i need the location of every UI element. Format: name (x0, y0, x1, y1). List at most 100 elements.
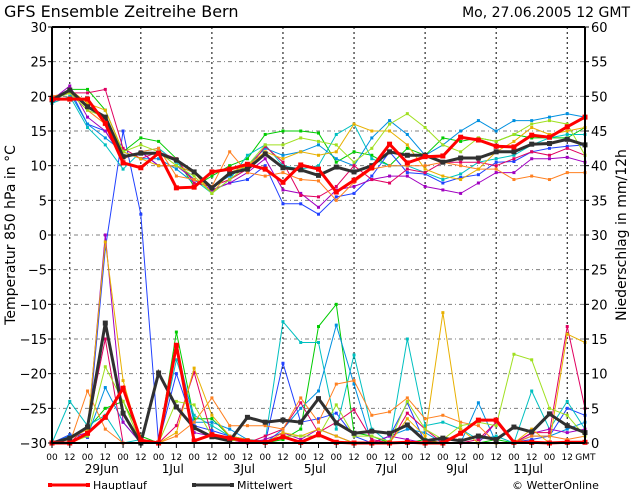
temperature-point (227, 166, 233, 172)
run-date: Mo, 27.06.2005 12 GMT (462, 5, 630, 21)
precipitation-point (334, 323, 338, 327)
temperature-point (157, 139, 161, 143)
day-label: 7Jul (375, 462, 397, 476)
precipitation-point (281, 431, 285, 435)
precipitation-point (86, 434, 90, 438)
left-tick-label: −15 (20, 333, 47, 348)
x-tick-label: 00 (153, 453, 165, 463)
temperature-point (299, 136, 303, 140)
precipitation-point (333, 420, 339, 426)
temperature-point (299, 193, 303, 197)
precipitation-point (423, 427, 427, 431)
x-tick-label: 00 (544, 453, 556, 463)
temperature-point (334, 157, 338, 161)
temperature-point (441, 143, 445, 147)
temperature-point (280, 179, 286, 185)
x-tick-label: 00 (473, 453, 485, 463)
temperature-point (494, 171, 498, 175)
temperature-point (86, 91, 90, 95)
precipitation-point (121, 379, 125, 383)
precipitation-point (298, 419, 304, 425)
x-tick-label: 00 (437, 453, 449, 463)
temperature-point (529, 141, 535, 147)
temperature-point (157, 146, 161, 150)
precipitation-point (103, 406, 107, 410)
day-label: 11Jul (513, 462, 543, 476)
temperature-point (405, 164, 409, 168)
temperature-point (494, 129, 498, 133)
right-tick-label: 30 (591, 229, 608, 244)
temperature-point (174, 164, 178, 168)
temperature-point (476, 173, 480, 177)
temperature-point (547, 157, 551, 161)
temperature-point (191, 169, 197, 175)
precipitation-point (370, 438, 374, 442)
temperature-point (547, 132, 551, 136)
temperature-point (565, 155, 569, 159)
temperature-point (512, 178, 516, 182)
temperature-point (370, 157, 374, 161)
precipitation-point (440, 435, 446, 441)
temperature-point (317, 205, 320, 209)
precipitation-point (546, 411, 552, 417)
precipitation-point (334, 302, 338, 306)
temperature-point (530, 174, 534, 178)
left-tick-label: 20 (30, 90, 47, 105)
temperature-point (441, 136, 445, 140)
temperature-point (139, 157, 143, 161)
precipitation-point (68, 399, 72, 403)
temperature-point (512, 139, 516, 143)
temperature-point (281, 160, 285, 164)
precipitation-point (441, 420, 445, 424)
temperature-point (299, 191, 303, 195)
precipitation-point (458, 430, 464, 436)
precipitation-point (121, 129, 125, 133)
temperature-point (262, 151, 268, 157)
temperature-point (262, 166, 268, 172)
temperature-point (459, 164, 463, 168)
left-tick-label: 5 (39, 194, 47, 209)
precipitation-point (174, 434, 178, 438)
x-tick-label: 12 (419, 453, 430, 463)
x-tick-label: 12 (313, 453, 324, 463)
temperature-line (51, 92, 586, 195)
x-tick-label: 12 (490, 453, 501, 463)
temperature-point (404, 160, 410, 166)
temperature-point (85, 104, 91, 110)
temperature-point (565, 144, 569, 148)
precipitation-point (280, 417, 286, 423)
temperature-point (121, 146, 125, 150)
temperature-point (369, 165, 375, 171)
temperature-point (547, 146, 551, 150)
precipitation-point (530, 358, 534, 362)
day-label: 9Jul (446, 462, 468, 476)
precipitation-point (281, 438, 285, 442)
temperature-point (547, 178, 551, 182)
precipitation-point (370, 413, 374, 417)
precipitation-point (280, 434, 286, 440)
precipitation-point (192, 431, 196, 435)
temperature-point (352, 122, 356, 126)
precipitation-point (476, 438, 480, 442)
precipitation-point (547, 406, 551, 410)
temperature-point (102, 120, 108, 126)
precipitation-point (317, 427, 320, 431)
precipitation-point (281, 361, 285, 365)
temperature-point (210, 191, 214, 195)
precipitation-point (564, 423, 570, 429)
temperature-point (388, 181, 392, 185)
temperature-point (459, 175, 463, 179)
x-tick-label: 00 (366, 453, 378, 463)
left-tick-label: −20 (20, 368, 47, 383)
temperature-point (494, 160, 498, 164)
left-axis-label: Temperatur 850 hPa in °C (3, 145, 19, 326)
precipitation-point (103, 233, 107, 237)
temperature-point (281, 171, 285, 175)
credit: © WetterOnline (512, 479, 599, 490)
temperature-point (85, 96, 91, 102)
precipitation-point (493, 437, 499, 443)
precipitation-point (121, 420, 125, 424)
left-tick-label: −30 (20, 437, 47, 452)
temperature-point (423, 126, 427, 130)
temperature-point (388, 122, 392, 126)
